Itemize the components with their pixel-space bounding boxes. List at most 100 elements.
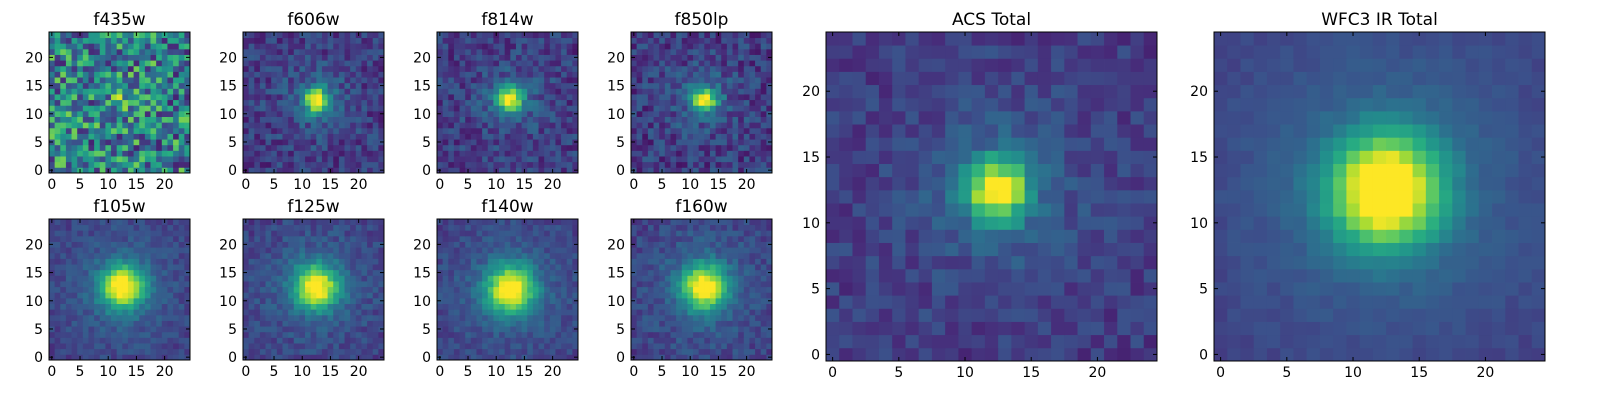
heatmap-cell xyxy=(726,337,733,344)
heatmap-cell xyxy=(732,343,739,350)
heatmap-cell xyxy=(442,224,449,231)
heatmap-cell xyxy=(476,82,483,89)
heatmap-cell xyxy=(572,37,579,44)
heatmap-cell xyxy=(378,281,385,288)
y-tick-label: 20 xyxy=(219,50,237,66)
heatmap-cell xyxy=(265,116,272,123)
heatmap-cell xyxy=(448,150,455,157)
heatmap-cell xyxy=(642,320,649,327)
heatmap-cell xyxy=(664,127,671,134)
heatmap-cell xyxy=(664,122,671,129)
heatmap-cell xyxy=(77,264,84,271)
heatmap-cell xyxy=(653,144,660,151)
heatmap-cell xyxy=(105,48,112,55)
heatmap-cell xyxy=(726,292,733,299)
heatmap-cell xyxy=(631,156,638,163)
heatmap-cell xyxy=(173,297,180,304)
heatmap-cell xyxy=(310,94,317,101)
heatmap-cell xyxy=(715,65,722,72)
heatmap-cell xyxy=(664,297,671,304)
heatmap-cell xyxy=(49,292,56,299)
heatmap-cell xyxy=(49,150,56,157)
heatmap-cell xyxy=(760,331,767,338)
heatmap-cell xyxy=(161,43,168,50)
heatmap-cell xyxy=(173,161,180,168)
heatmap-cell xyxy=(527,337,534,344)
heatmap-cell xyxy=(71,275,78,282)
heatmap-cell xyxy=(105,286,112,293)
heatmap-cell xyxy=(709,331,716,338)
heatmap-cell xyxy=(561,150,568,157)
heatmap-cell xyxy=(636,269,643,276)
heatmap-cell xyxy=(82,269,89,276)
heatmap-cell xyxy=(555,161,562,168)
heatmap-cell xyxy=(532,54,539,61)
heatmap-cell xyxy=(566,219,573,226)
heatmap-cell xyxy=(184,348,191,355)
heatmap-cell xyxy=(549,269,556,276)
heatmap-cell xyxy=(316,292,323,299)
heatmap-cell xyxy=(515,309,522,316)
heatmap-cell xyxy=(442,150,449,157)
heatmap-cell xyxy=(271,48,278,55)
heatmap-cell xyxy=(243,127,250,134)
heatmap-cell xyxy=(572,43,579,50)
heatmap-cell xyxy=(310,150,317,157)
heatmap-cell xyxy=(743,82,750,89)
heatmap-cell xyxy=(276,354,283,361)
heatmap-cell xyxy=(60,292,67,299)
heatmap-cell xyxy=(367,144,374,151)
heatmap-cell xyxy=(493,331,500,338)
heatmap-cell xyxy=(259,297,266,304)
heatmap-cell xyxy=(316,269,323,276)
heatmap-cell xyxy=(60,60,67,67)
heatmap-cell xyxy=(738,150,745,157)
heatmap-cell xyxy=(670,167,677,174)
heatmap-cell xyxy=(49,48,56,55)
heatmap-cell xyxy=(361,258,368,265)
heatmap-cell xyxy=(243,230,250,237)
heatmap-cell xyxy=(344,48,351,55)
heatmap-cell xyxy=(515,122,522,129)
heatmap-cell xyxy=(105,264,112,271)
heatmap-cell xyxy=(538,224,545,231)
heatmap-cell xyxy=(653,94,660,101)
heatmap-cell xyxy=(327,88,334,95)
heatmap-cell xyxy=(88,235,95,242)
heatmap-cell xyxy=(305,252,312,259)
heatmap-cell xyxy=(150,139,157,146)
heatmap-cell xyxy=(470,348,477,355)
heatmap-cell xyxy=(77,224,84,231)
heatmap-cell xyxy=(122,320,129,327)
heatmap-cell xyxy=(453,167,460,174)
heatmap-cell xyxy=(476,235,483,242)
heatmap-cell xyxy=(476,127,483,134)
heatmap-cell xyxy=(288,60,295,67)
heatmap-cell xyxy=(653,161,660,168)
heatmap-cell xyxy=(161,110,168,117)
heatmap-cell xyxy=(510,292,517,299)
heatmap-cell xyxy=(715,88,722,95)
heatmap-cell xyxy=(642,82,649,89)
heatmap-cell xyxy=(493,127,500,134)
heatmap-cell xyxy=(743,292,750,299)
heatmap-cell xyxy=(510,343,517,350)
heatmap-cell xyxy=(94,122,101,129)
heatmap-cell xyxy=(538,309,545,316)
heatmap-cell xyxy=(361,292,368,299)
heatmap-cell xyxy=(265,54,272,61)
heatmap-cell xyxy=(77,156,84,163)
heatmap-cell xyxy=(243,94,250,101)
heatmap-cell xyxy=(282,82,289,89)
heatmap-cell xyxy=(133,161,140,168)
x-tick-label: 15 xyxy=(516,177,534,193)
heatmap-cell xyxy=(65,314,72,321)
heatmap-cell xyxy=(54,77,61,84)
heatmap-cell xyxy=(99,275,106,282)
heatmap-cell xyxy=(561,309,568,316)
heatmap-cell xyxy=(476,224,483,231)
heatmap-cell xyxy=(738,94,745,101)
heatmap-cell xyxy=(709,116,716,123)
heatmap-cell xyxy=(482,65,489,72)
heatmap-cell xyxy=(532,230,539,237)
